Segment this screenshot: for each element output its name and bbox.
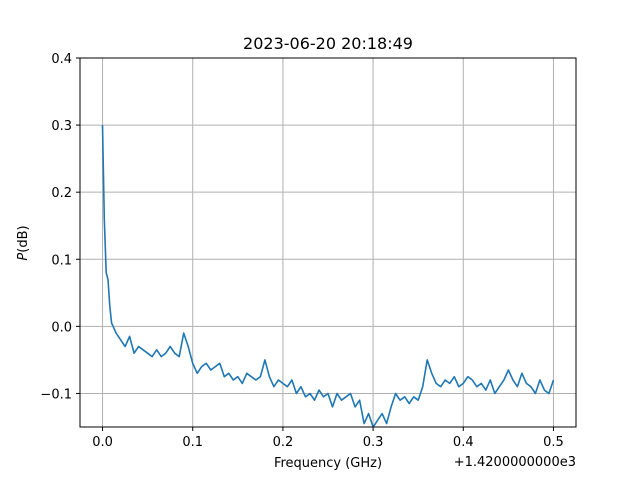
y-tick-label: 0.2 — [51, 186, 72, 201]
x-tick-label: 0.4 — [453, 435, 474, 450]
y-tick-label: 0.4 — [51, 52, 72, 67]
y-tick-label: 0.1 — [51, 253, 72, 268]
x-axis-label: Frequency (GHz) — [274, 456, 382, 471]
series-line — [101, 125, 555, 428]
y-axis-label-symbol: P — [16, 253, 31, 261]
x-tick-label: 0.3 — [363, 435, 384, 450]
ticks — [76, 57, 554, 431]
x-tick-label: 0.1 — [182, 435, 203, 450]
y-tick-label: 0.3 — [51, 119, 72, 134]
plot-frame — [79, 57, 577, 428]
x-tick-label: 0.2 — [273, 435, 294, 450]
x-tick-label: 0.5 — [543, 435, 564, 450]
y-axis-label-unit: (dB) — [16, 225, 31, 252]
x-tick-label: 0.0 — [92, 435, 113, 450]
y-tick-label: 0.0 — [51, 320, 72, 335]
x-offset-label: +1.4200000000e3 — [454, 455, 576, 470]
y-axis-label: P(dB) — [16, 225, 31, 260]
y-tick-label: −0.1 — [40, 387, 72, 402]
chart-title: 2023-06-20 20:18:49 — [243, 34, 413, 53]
tick-labels: 0.0 0.1 0.2 0.3 0.4 0.5 −0.1 0.0 0.1 0.2 0.3 0.4 — [40, 52, 563, 450]
